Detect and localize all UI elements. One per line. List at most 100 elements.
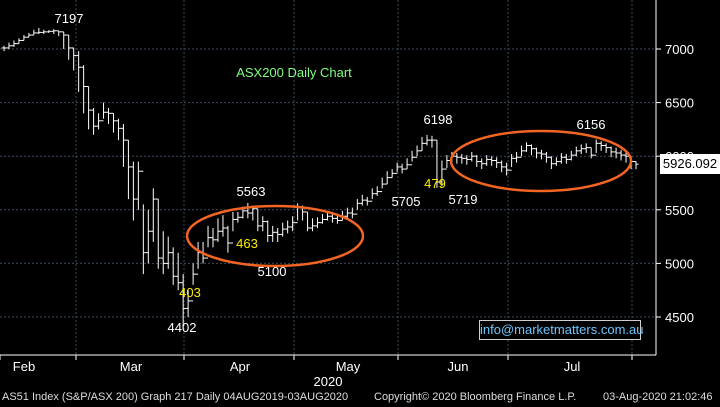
ohlc-bar — [175, 252, 181, 291]
ohlc-bar — [86, 86, 92, 130]
ohlc-bar — [6, 42, 12, 49]
ohlc-bar — [115, 118, 121, 141]
ohlc-bar — [553, 157, 559, 166]
email-watermark: info@marketmatters.com.au — [479, 320, 643, 340]
ohlc-bar — [623, 150, 629, 163]
annotation-6198: 6198 — [424, 112, 453, 127]
chart-title: ASX200 Daily Chart — [236, 65, 352, 80]
ohlc-bar — [315, 217, 321, 229]
x-tick-label-mar: Mar — [120, 359, 143, 374]
ohlc-bar — [145, 209, 151, 264]
ohlc-bar — [568, 150, 574, 161]
consolidation-ellipse-july — [449, 129, 633, 193]
ohlc-bar — [205, 225, 211, 259]
y-tick-label-4500: 4500 — [665, 310, 694, 325]
ohlc-bar — [130, 161, 136, 221]
ohlc-bar — [509, 154, 515, 171]
ohlc-bar — [290, 216, 296, 232]
ohlc-bar — [155, 198, 161, 269]
move-label-463: 463 — [236, 236, 258, 251]
annotation-5719: 5719 — [449, 192, 478, 207]
ohlc-bar — [369, 188, 375, 202]
ohlc-bar — [454, 152, 460, 164]
ohlc-bar — [46, 30, 52, 33]
ohlc-bar — [190, 263, 196, 302]
ohlc-bar — [265, 220, 271, 242]
ohlc-bar — [489, 156, 495, 166]
ohlc-bar — [170, 247, 176, 285]
annotation-6156: 6156 — [577, 117, 606, 132]
ohlc-bar — [434, 139, 440, 188]
ohlc-bar — [260, 216, 266, 232]
ohlc-bar — [424, 134, 430, 146]
ohlc-bar — [319, 214, 325, 224]
ohlc-bar — [305, 211, 311, 232]
ohlc-bar — [26, 32, 32, 38]
ohlc-bar — [230, 211, 236, 244]
ohlc-bar — [21, 35, 27, 41]
ohlc-bar — [210, 228, 216, 248]
ohlc-bar — [633, 161, 639, 170]
ohlc-bar — [548, 156, 554, 170]
ohlc-bar — [389, 169, 395, 179]
x-tick-label-feb: Feb — [13, 359, 35, 374]
annotation-4402: 4402 — [168, 320, 197, 335]
ohlc-bar — [150, 188, 156, 242]
ohlc-bar — [543, 151, 549, 163]
ohlc-bar — [270, 225, 276, 242]
ohlc-bar — [514, 151, 520, 163]
ohlc-bar — [364, 196, 370, 206]
ohlc-bar — [394, 162, 400, 174]
ohlc-bar — [235, 211, 241, 223]
ohlc-bar — [140, 170, 146, 275]
last-price-tag: 5926.092 — [660, 154, 720, 174]
ohlc-bar — [285, 220, 291, 234]
ohlc-bar — [494, 157, 500, 168]
ohlc-bar — [419, 136, 425, 152]
ohlc-bar — [76, 51, 82, 92]
ohlc-bar — [469, 151, 475, 162]
ohlc-bar — [598, 141, 604, 151]
ohlc-bar — [245, 203, 251, 219]
y-tick-label-6500: 6500 — [665, 96, 694, 111]
ohlc-bar — [215, 218, 221, 242]
ohlc-bar — [359, 194, 365, 206]
ohlc-bar — [354, 199, 360, 215]
ohlc-bar — [519, 145, 525, 158]
ohlc-bar — [120, 124, 126, 167]
footer-copyright: Copyright© 2020 Bloomberg Finance L.P. — [374, 391, 577, 403]
ohlc-bar — [578, 144, 584, 155]
ohlc-bar — [429, 135, 435, 148]
ohlc-bar — [185, 290, 191, 317]
ohlc-bar — [538, 149, 544, 160]
footer-security: AS51 Index (S&P/ASX 200) Graph 217 Daily… — [2, 391, 349, 403]
ohlc-bar — [479, 158, 485, 170]
ohlc-bars — [1, 27, 639, 328]
ohlc-bar — [195, 241, 201, 275]
ohlc-bar — [165, 236, 171, 269]
ohlc-bar — [379, 177, 385, 193]
ohlc-bar — [573, 146, 579, 157]
ohlc-bar — [524, 142, 530, 152]
ohlc-bar — [1, 45, 7, 52]
y-tick-label-7000: 7000 — [665, 42, 694, 57]
ohlc-bar — [499, 160, 505, 173]
ohlc-bar — [603, 143, 609, 153]
ohlc-bar — [101, 102, 107, 122]
annotation-5563: 5563 — [237, 184, 266, 199]
ohlc-bar — [618, 149, 624, 161]
ohlc-bar — [533, 147, 539, 159]
ohlc-bar — [474, 155, 480, 167]
ohlc-bar — [106, 107, 112, 125]
ohlc-bar — [399, 163, 405, 174]
ohlc-bar — [41, 29, 47, 34]
x-tick-label-jul: Jul — [564, 359, 581, 374]
annotation-7197: 7197 — [55, 11, 84, 26]
move-label-479: 479 — [424, 176, 446, 191]
ohlc-bar — [275, 228, 281, 242]
ohlc-bar — [125, 139, 131, 200]
ohlc-bar — [66, 34, 72, 60]
highlight-ellipses — [185, 129, 633, 268]
ohlc-bar — [255, 208, 261, 232]
